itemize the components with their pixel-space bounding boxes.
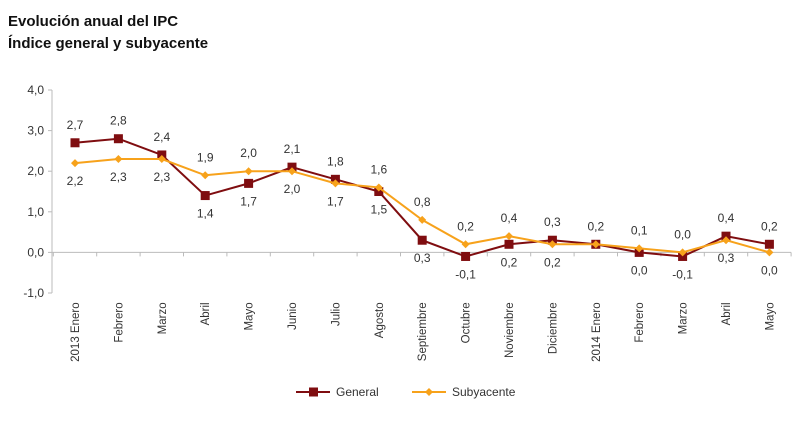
- data-label: 1,6: [370, 162, 387, 176]
- data-point: [678, 251, 688, 261]
- data-point: [201, 171, 210, 180]
- data-point: [505, 232, 513, 241]
- x-tick-label: Septiembre: [417, 302, 429, 361]
- data-point: [157, 150, 167, 160]
- data-point: [157, 155, 166, 164]
- data-point: [331, 179, 340, 188]
- x-tick-label: Mayo: [244, 302, 256, 330]
- data-label: 1,4: [197, 207, 214, 221]
- data-point: [765, 248, 774, 257]
- x-tick-label: Marzo: [157, 302, 169, 334]
- data-label: 0,0: [761, 263, 778, 277]
- data-point: [114, 155, 123, 164]
- data-point: [634, 247, 644, 257]
- data-point: [417, 235, 427, 245]
- y-tick-label: 0,0: [27, 245, 44, 259]
- data-label: 0,8: [414, 195, 431, 209]
- data-point: [678, 248, 687, 257]
- chart-title: Evolución anual del IPC: [8, 13, 179, 30]
- data-label: 2,3: [110, 170, 127, 184]
- data-point: [287, 162, 297, 172]
- data-label: 0,0: [631, 263, 648, 277]
- data-label: 2,8: [110, 114, 127, 128]
- data-label: 1,7: [327, 194, 344, 208]
- x-tick-label: Abril: [721, 302, 733, 325]
- data-label: 2,7: [67, 118, 84, 132]
- data-label: 2,0: [284, 182, 301, 196]
- data-label: 1,5: [370, 203, 387, 217]
- data-label: 0,2: [501, 255, 518, 269]
- x-tick-label: 2013 Enero: [70, 302, 82, 361]
- legend-label: Subyacente: [452, 385, 516, 399]
- y-tick-label: 1,0: [27, 205, 44, 219]
- x-tick-label: Febrero: [634, 302, 646, 342]
- data-label: 2,2: [67, 174, 84, 188]
- data-label: 0,1: [631, 223, 648, 237]
- data-label: 2,4: [153, 130, 170, 144]
- data-label: 2,3: [153, 170, 170, 184]
- y-tick-label: -1,0: [23, 286, 44, 300]
- data-label: 0,3: [718, 251, 735, 265]
- data-point: [288, 167, 296, 176]
- x-tick-label: Noviembre: [504, 302, 516, 358]
- data-point: [70, 138, 80, 148]
- data-label: -0,1: [672, 267, 693, 281]
- data-label: 0,2: [761, 219, 778, 233]
- data-point: [591, 240, 600, 249]
- data-label: 0,0: [674, 227, 691, 241]
- data-label: 0,2: [457, 219, 474, 233]
- data-label: 2,0: [240, 146, 257, 160]
- data-point: [244, 167, 253, 176]
- data-label: 0,3: [414, 251, 431, 265]
- chart-subtitle: Índice general y subyacente: [8, 35, 209, 52]
- data-point: [461, 251, 471, 261]
- data-label: 1,9: [197, 150, 214, 164]
- x-tick-label: Marzo: [678, 302, 690, 334]
- x-tick-label: Agosto: [374, 302, 386, 338]
- data-label: 0,4: [501, 211, 518, 225]
- x-tick-label: 2014 Enero: [591, 302, 603, 361]
- data-point: [374, 183, 383, 192]
- x-tick-label: Mayo: [764, 302, 776, 330]
- data-point: [71, 159, 79, 168]
- data-point: [635, 244, 644, 253]
- data-point: [548, 240, 557, 249]
- data-point: [418, 215, 427, 224]
- data-label: 1,8: [327, 154, 344, 168]
- x-tick-label: Diciembre: [547, 302, 559, 354]
- x-tick-label: Febrero: [113, 302, 125, 342]
- data-point: [374, 187, 384, 196]
- x-tick-label: Julio: [330, 302, 342, 326]
- y-tick-label: 2,0: [27, 164, 44, 178]
- y-tick-label: 3,0: [27, 124, 44, 138]
- data-label: 0,2: [544, 255, 561, 269]
- data-point: [721, 231, 731, 241]
- data-label: 1,7: [240, 194, 257, 208]
- data-point: [330, 174, 340, 184]
- data-point: [722, 236, 730, 245]
- x-tick-label: Junio: [287, 302, 299, 330]
- data-label: 0,3: [544, 215, 561, 229]
- x-tick-label: Octubre: [461, 302, 473, 343]
- data-label: -0,1: [455, 267, 476, 281]
- data-label: 0,2: [587, 219, 604, 233]
- legend-marker: [425, 388, 433, 396]
- data-point: [461, 240, 470, 249]
- y-tick-label: 4,0: [27, 83, 44, 97]
- data-label: 0,4: [718, 211, 735, 225]
- data-label: 2,1: [284, 142, 301, 156]
- data-point: [504, 239, 514, 249]
- legend-label: General: [336, 385, 379, 399]
- data-point: [200, 191, 210, 201]
- data-point: [547, 235, 557, 245]
- data-point: [113, 134, 123, 144]
- legend-marker: [309, 387, 318, 397]
- data-point: [764, 239, 774, 249]
- data-point: [244, 178, 254, 188]
- x-tick-label: Abril: [200, 302, 212, 325]
